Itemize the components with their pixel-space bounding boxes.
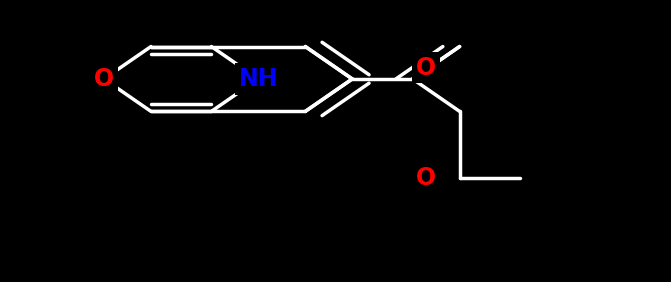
Text: O: O: [94, 67, 114, 91]
Text: NH: NH: [239, 67, 278, 91]
Text: O: O: [416, 56, 436, 80]
Text: O: O: [416, 166, 436, 190]
